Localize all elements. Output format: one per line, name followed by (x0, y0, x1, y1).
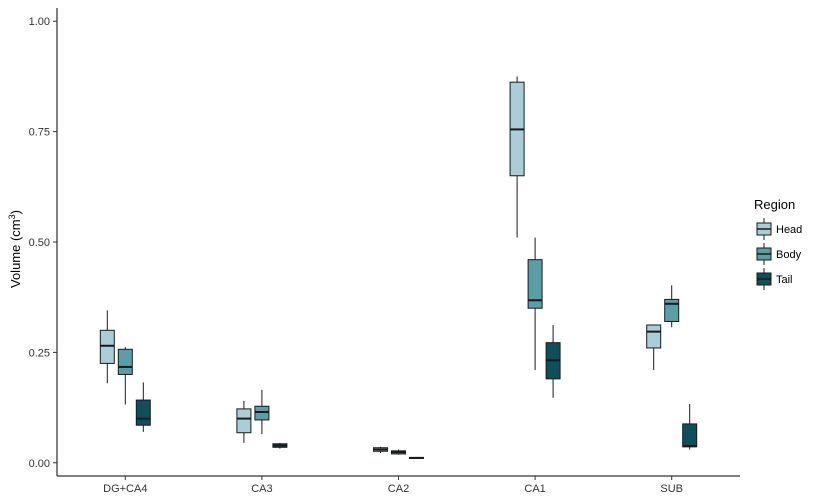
y-tick-label: 0.00 (29, 458, 50, 470)
legend-label: Tail (776, 274, 793, 286)
x-tick-label: CA1 (524, 483, 545, 495)
y-tick-label: 0.25 (29, 347, 50, 359)
x-tick-label: CA2 (388, 483, 409, 495)
box (117, 348, 133, 375)
y-axis-title: Volume (cm3) (7, 210, 23, 288)
legend: Region Head Body Tail (754, 197, 802, 290)
x-tick-label: CA3 (251, 483, 272, 495)
legend-item-tail: Tail (756, 268, 793, 290)
legend-title: Region (754, 197, 795, 212)
box (664, 298, 680, 322)
y-tick-label: 1.00 (29, 16, 50, 28)
box (99, 329, 115, 364)
legend-label: Body (776, 249, 802, 261)
y-axis-title-superscript: 3 (7, 214, 17, 219)
box (236, 408, 252, 434)
x-tick-label: SUB (660, 483, 683, 495)
y-tick-label: 0.75 (29, 127, 50, 139)
x-axis-ticks: DG+CA4 CA3 CA2 CA1 SUB (103, 476, 683, 495)
legend-label: Head (776, 224, 802, 236)
series-tail (135, 325, 698, 459)
y-tick-label: 0.50 (29, 237, 50, 249)
box (527, 259, 543, 309)
box (135, 399, 151, 426)
box (254, 405, 270, 421)
x-tick-label: DG+CA4 (103, 483, 147, 495)
series-body (117, 237, 680, 455)
box (646, 324, 662, 349)
box (682, 423, 698, 448)
plot-area (99, 76, 698, 459)
legend-item-body: Body (756, 243, 802, 265)
series-head (99, 76, 662, 454)
y-axis-ticks: 0.00 0.25 0.50 0.75 1.00 (29, 16, 57, 470)
legend-item-head: Head (756, 218, 802, 240)
